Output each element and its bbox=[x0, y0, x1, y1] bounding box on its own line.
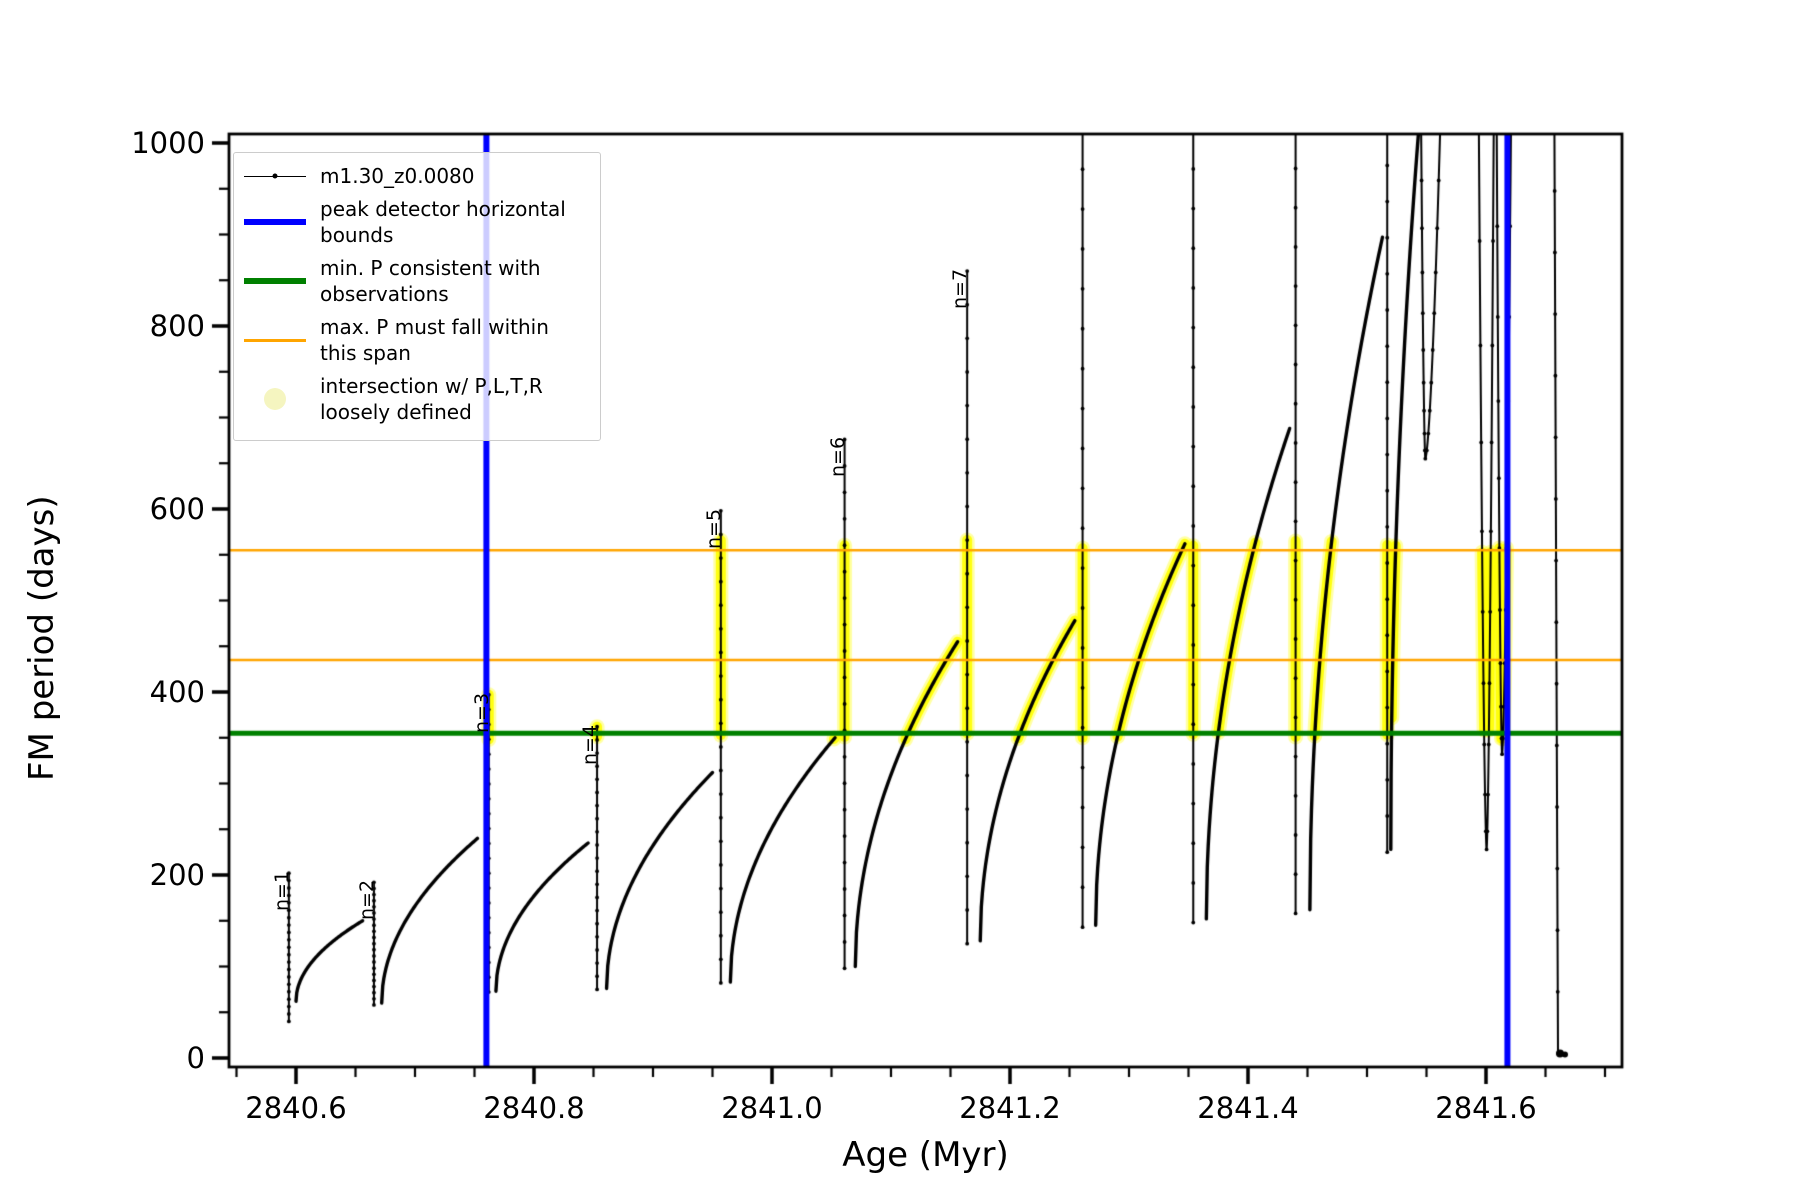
x-axis-label: Age (Myr) bbox=[842, 1135, 1009, 1175]
spike-label-n7: n=7 bbox=[949, 269, 972, 310]
legend-label: peak detector horizontal bounds bbox=[320, 197, 566, 247]
legend-label: m1.30_z0.0080 bbox=[320, 164, 475, 188]
x-tick-label: 2841.2 bbox=[959, 1091, 1061, 1125]
x-tick-label: 2841.4 bbox=[1197, 1091, 1299, 1125]
legend-circle-marker bbox=[244, 387, 306, 411]
legend-label: min. P consistent with observations bbox=[320, 256, 541, 306]
y-tick-label: 600 bbox=[149, 492, 205, 526]
x-tick-label: 2840.6 bbox=[245, 1091, 347, 1125]
legend-entry: max. P must fall within this span bbox=[244, 314, 588, 366]
y-tick-label: 200 bbox=[149, 858, 205, 892]
legend-line-marker bbox=[244, 210, 306, 234]
y-tick-label: 1000 bbox=[131, 126, 205, 160]
legend-line-marker bbox=[244, 328, 306, 352]
spike-label-n4: n=4 bbox=[579, 724, 602, 765]
y-tick-label: 800 bbox=[149, 309, 205, 343]
legend-line-dot-marker bbox=[244, 164, 306, 188]
y-tick-label: 0 bbox=[186, 1041, 205, 1075]
spike-label-n5: n=5 bbox=[702, 508, 725, 549]
spike-label-n2: n=2 bbox=[355, 880, 378, 921]
x-tick-label: 2840.8 bbox=[483, 1091, 585, 1125]
legend-label: intersection w/ P,L,T,R loosely defined bbox=[320, 374, 543, 424]
legend-entry: min. P consistent with observations bbox=[244, 255, 588, 307]
x-tick-label: 2841.6 bbox=[1435, 1091, 1537, 1125]
legend-entry: peak detector horizontal bounds bbox=[244, 196, 588, 248]
legend-label: max. P must fall within this span bbox=[320, 315, 549, 365]
spike-label-n6: n=6 bbox=[826, 437, 849, 478]
spike-label-n1: n=1 bbox=[270, 871, 293, 912]
y-tick-label: 400 bbox=[149, 675, 205, 709]
legend-line-marker bbox=[244, 269, 306, 293]
legend-entry: intersection w/ P,L,T,R loosely defined bbox=[244, 373, 588, 425]
y-axis-label: FM period (days) bbox=[22, 494, 62, 781]
legend-entry: m1.30_z0.0080 bbox=[244, 163, 588, 189]
spike-label-n3: n=3 bbox=[470, 692, 493, 733]
x-tick-label: 2841.0 bbox=[721, 1091, 823, 1125]
